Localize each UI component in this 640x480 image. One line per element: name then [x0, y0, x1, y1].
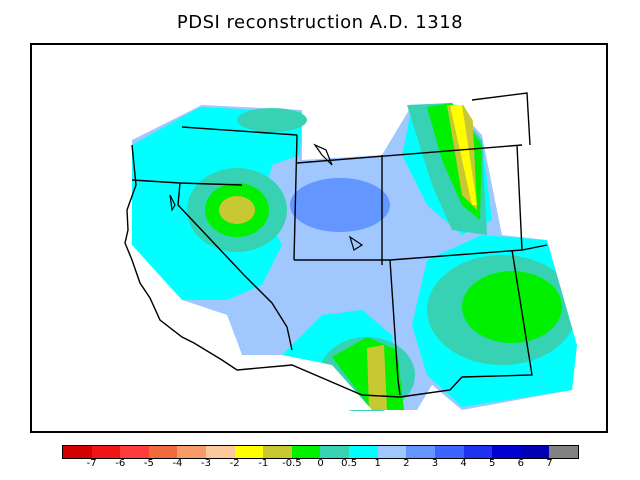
colorbar-swatch	[91, 446, 121, 458]
arizona-mexico-border	[236, 364, 401, 398]
california-nevada-border	[177, 182, 293, 351]
colorbar-swatch	[406, 446, 435, 458]
colorbar-tick-label: -4	[172, 458, 183, 469]
colorbar-tick-label: -0.5	[282, 458, 302, 469]
colorbar-swatch	[234, 446, 264, 458]
colorado-wyoming-border	[296, 144, 523, 164]
colorbar-swatch	[291, 446, 321, 458]
colorbar-tick-label: -2	[229, 458, 240, 469]
ocean-mask	[32, 45, 372, 410]
coastline	[124, 144, 238, 371]
colorbar-swatch	[492, 446, 521, 458]
newmexico-texas-border	[399, 249, 533, 398]
colorbar	[62, 445, 579, 459]
colorbar-swatch	[177, 446, 207, 458]
pdsi-field-blue-utah	[290, 178, 390, 232]
colorbar-swatch	[206, 446, 235, 458]
north-mask	[32, 45, 606, 102]
colorbar-swatch	[63, 446, 92, 458]
colorbar-swatch	[520, 446, 550, 458]
colorbar-swatch	[463, 446, 493, 458]
colorbar-tick-label: 4	[460, 458, 467, 469]
pdsi-field-teal-idaho	[237, 108, 307, 132]
colorbar-swatch	[263, 446, 292, 458]
pdsi-field-green-newmexico	[462, 271, 562, 343]
colorbar-tick-label: -6	[115, 458, 126, 469]
south-mask	[32, 411, 606, 431]
colorbar-tick-label: -1	[258, 458, 269, 469]
kansas-border	[516, 144, 548, 251]
arizona-newmexico-border	[389, 259, 401, 396]
map-title: PDSI reconstruction A.D. 1318	[176, 12, 464, 33]
colorbar-labels: -7 -6 -5 -4 -3 -2 -1 -0.5 0 0.5 1 2 3 4 5 6 7	[63, 458, 578, 474]
colorbar-tick-label: 3	[431, 458, 439, 469]
wyoming-north	[471, 92, 531, 146]
colorbar-tick-label: 0.5	[341, 458, 358, 469]
colorbar-tick-label: 2	[403, 458, 410, 469]
colorbar-tick-label: -3	[201, 458, 212, 469]
pdsi-field-olive-nevada	[219, 196, 255, 224]
colorbar-tick-label: 0	[317, 458, 324, 469]
northeast-mask	[462, 45, 606, 431]
pdsi-map	[32, 45, 606, 431]
colorbar-tick-label: -5	[143, 458, 154, 469]
colorbar-swatch	[148, 446, 178, 458]
lakes	[169, 143, 364, 251]
idaho-border	[181, 126, 298, 136]
colorbar-swatch	[320, 446, 350, 458]
colorbar-tick-label: 1	[374, 458, 381, 469]
colorbar-tick-label: 6	[517, 458, 524, 469]
map-frame	[30, 43, 608, 433]
colorbar-tick-label: 7	[546, 458, 553, 469]
colorbar-swatch	[349, 446, 378, 458]
colorbar-swatch	[434, 446, 464, 458]
colorbar-swatch	[549, 446, 578, 458]
colorbar-tick-label: 5	[488, 458, 496, 469]
colorbar-swatch	[120, 446, 149, 458]
lake-powell	[348, 235, 364, 251]
boundary-lines	[124, 92, 548, 398]
colorbar-tick-label: -7	[86, 458, 97, 469]
pdsi-field-olive-arizona	[367, 345, 387, 410]
pdsi-field-yellow-wyoming	[450, 105, 477, 205]
lake-tahoe	[169, 194, 176, 212]
nevada-utah-border	[293, 134, 298, 261]
great-salt-lake	[313, 143, 333, 166]
colorbar-swatch	[377, 446, 407, 458]
